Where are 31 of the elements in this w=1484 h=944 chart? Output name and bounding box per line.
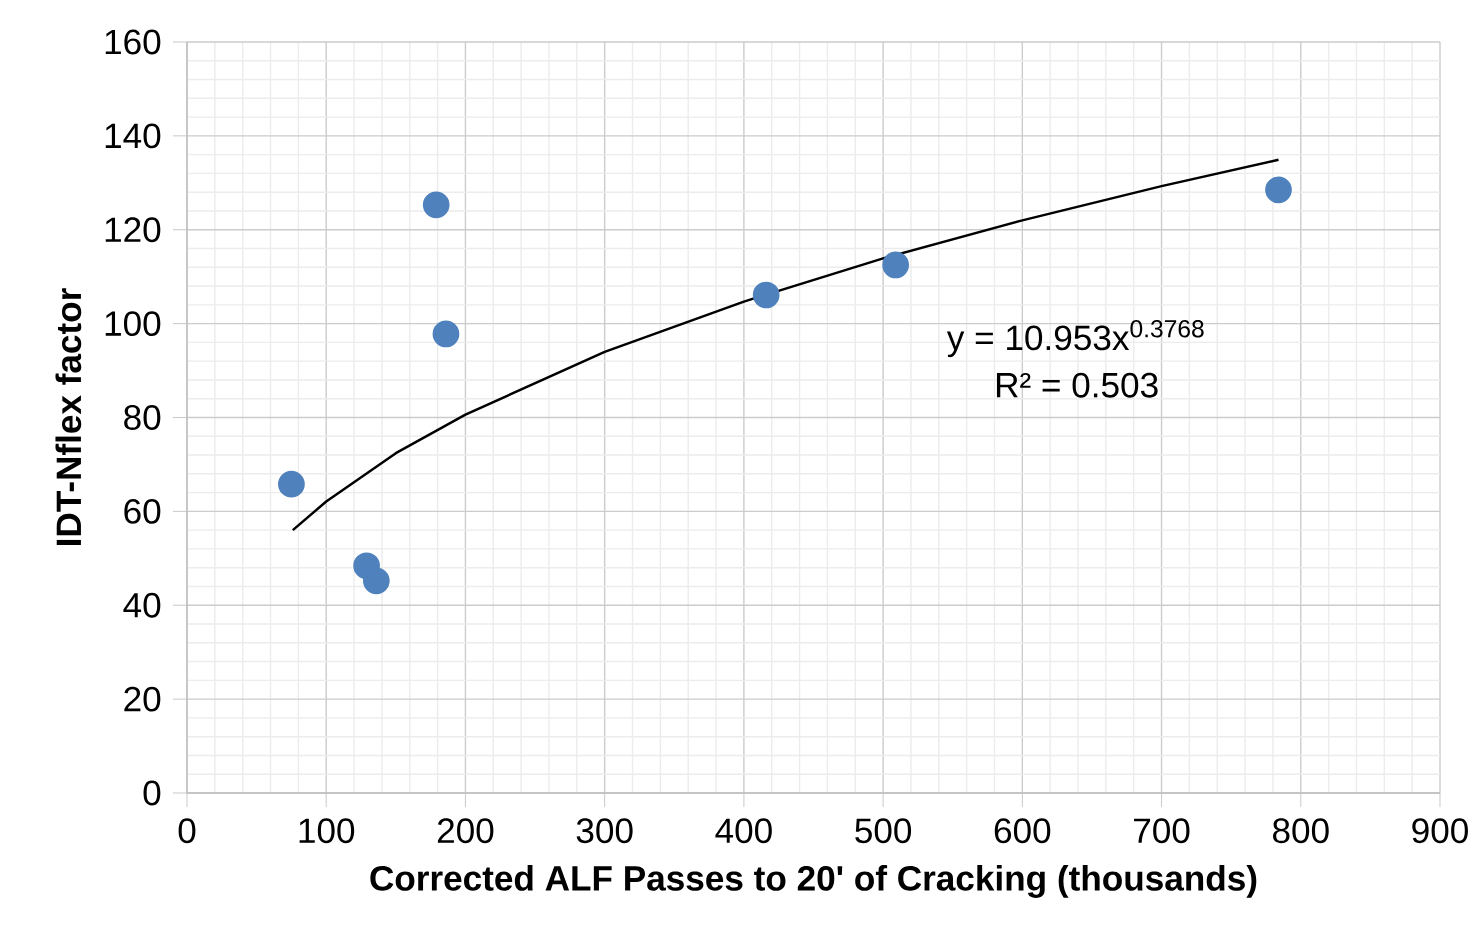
- point: [422, 191, 450, 219]
- point: [278, 470, 305, 498]
- point: [432, 320, 460, 348]
- y-axis-title: IDT-Nflex factor: [55, 288, 82, 545]
- x-tick-label: 200: [437, 818, 494, 844]
- x-tick-label: 900: [1412, 818, 1468, 844]
- y-tick-label: 160: [105, 29, 161, 55]
- point: [882, 251, 910, 279]
- y-tick-label: 40: [123, 592, 161, 618]
- x-tick-label: 300: [576, 818, 633, 844]
- x-tick-label: 500: [855, 818, 912, 844]
- y-tick-label: 100: [105, 311, 161, 337]
- point: [1265, 176, 1292, 204]
- annotation: R² = 0.503: [996, 372, 1158, 398]
- x-tick-label: 0: [178, 818, 196, 844]
- point: [752, 281, 780, 309]
- line-series: [291, 158, 1280, 532]
- y-tick-label: 20: [124, 686, 161, 712]
- y-tick-label: 140: [105, 123, 161, 149]
- x-axis-title: Corrected ALF Passes to 20' of Cracking (thousands): [370, 864, 1257, 898]
- x-tick-label: 100: [299, 818, 355, 844]
- y-tick-label: 60: [124, 498, 161, 524]
- y-tick-label: 0: [143, 780, 161, 806]
- x-tick-label: 800: [1273, 818, 1329, 844]
- y-tick-label: 120: [105, 217, 161, 243]
- y-tick-label: 80: [124, 405, 161, 430]
- annotation: y = 10.953x$^{0.3768}$: [946, 320, 1204, 358]
- x-tick-label: 700: [1134, 818, 1190, 844]
- x-tick-label: 600: [994, 818, 1051, 844]
- x-tick-label: 400: [715, 818, 772, 844]
- point: [362, 567, 390, 595]
